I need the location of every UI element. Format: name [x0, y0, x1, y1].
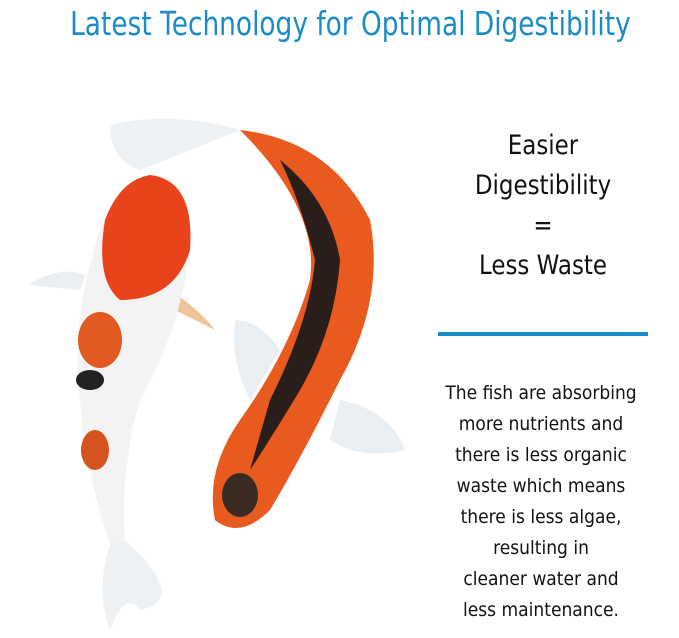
koi-fish-image — [28, 118, 405, 630]
description-line: cleaner water and — [463, 568, 619, 590]
divider — [438, 332, 648, 336]
description-line: The fish are absorbing — [445, 382, 637, 404]
koi-left — [28, 175, 215, 630]
headline: Easier Digestibility = Less Waste — [420, 126, 666, 286]
koi-right — [110, 118, 405, 528]
description-line: there is less algae, — [460, 506, 622, 528]
description-line: resulting in — [493, 537, 589, 559]
headline-line: Digestibility — [474, 170, 612, 201]
headline-line: = — [533, 210, 553, 241]
description-line: waste which means — [456, 475, 626, 497]
headline-line: Easier — [507, 130, 579, 161]
page-title: Latest Technology for Optimal Digestibil… — [0, 2, 679, 46]
description-line: less maintenance. — [462, 599, 619, 621]
description: The fish are absorbing more nutrients an… — [400, 378, 679, 626]
description-line: more nutrients and — [458, 413, 624, 435]
headline-line: Less Waste — [478, 250, 608, 281]
description-line: there is less organic — [455, 444, 627, 466]
title-text: Latest Technology for Optimal Digestibil… — [70, 4, 631, 43]
